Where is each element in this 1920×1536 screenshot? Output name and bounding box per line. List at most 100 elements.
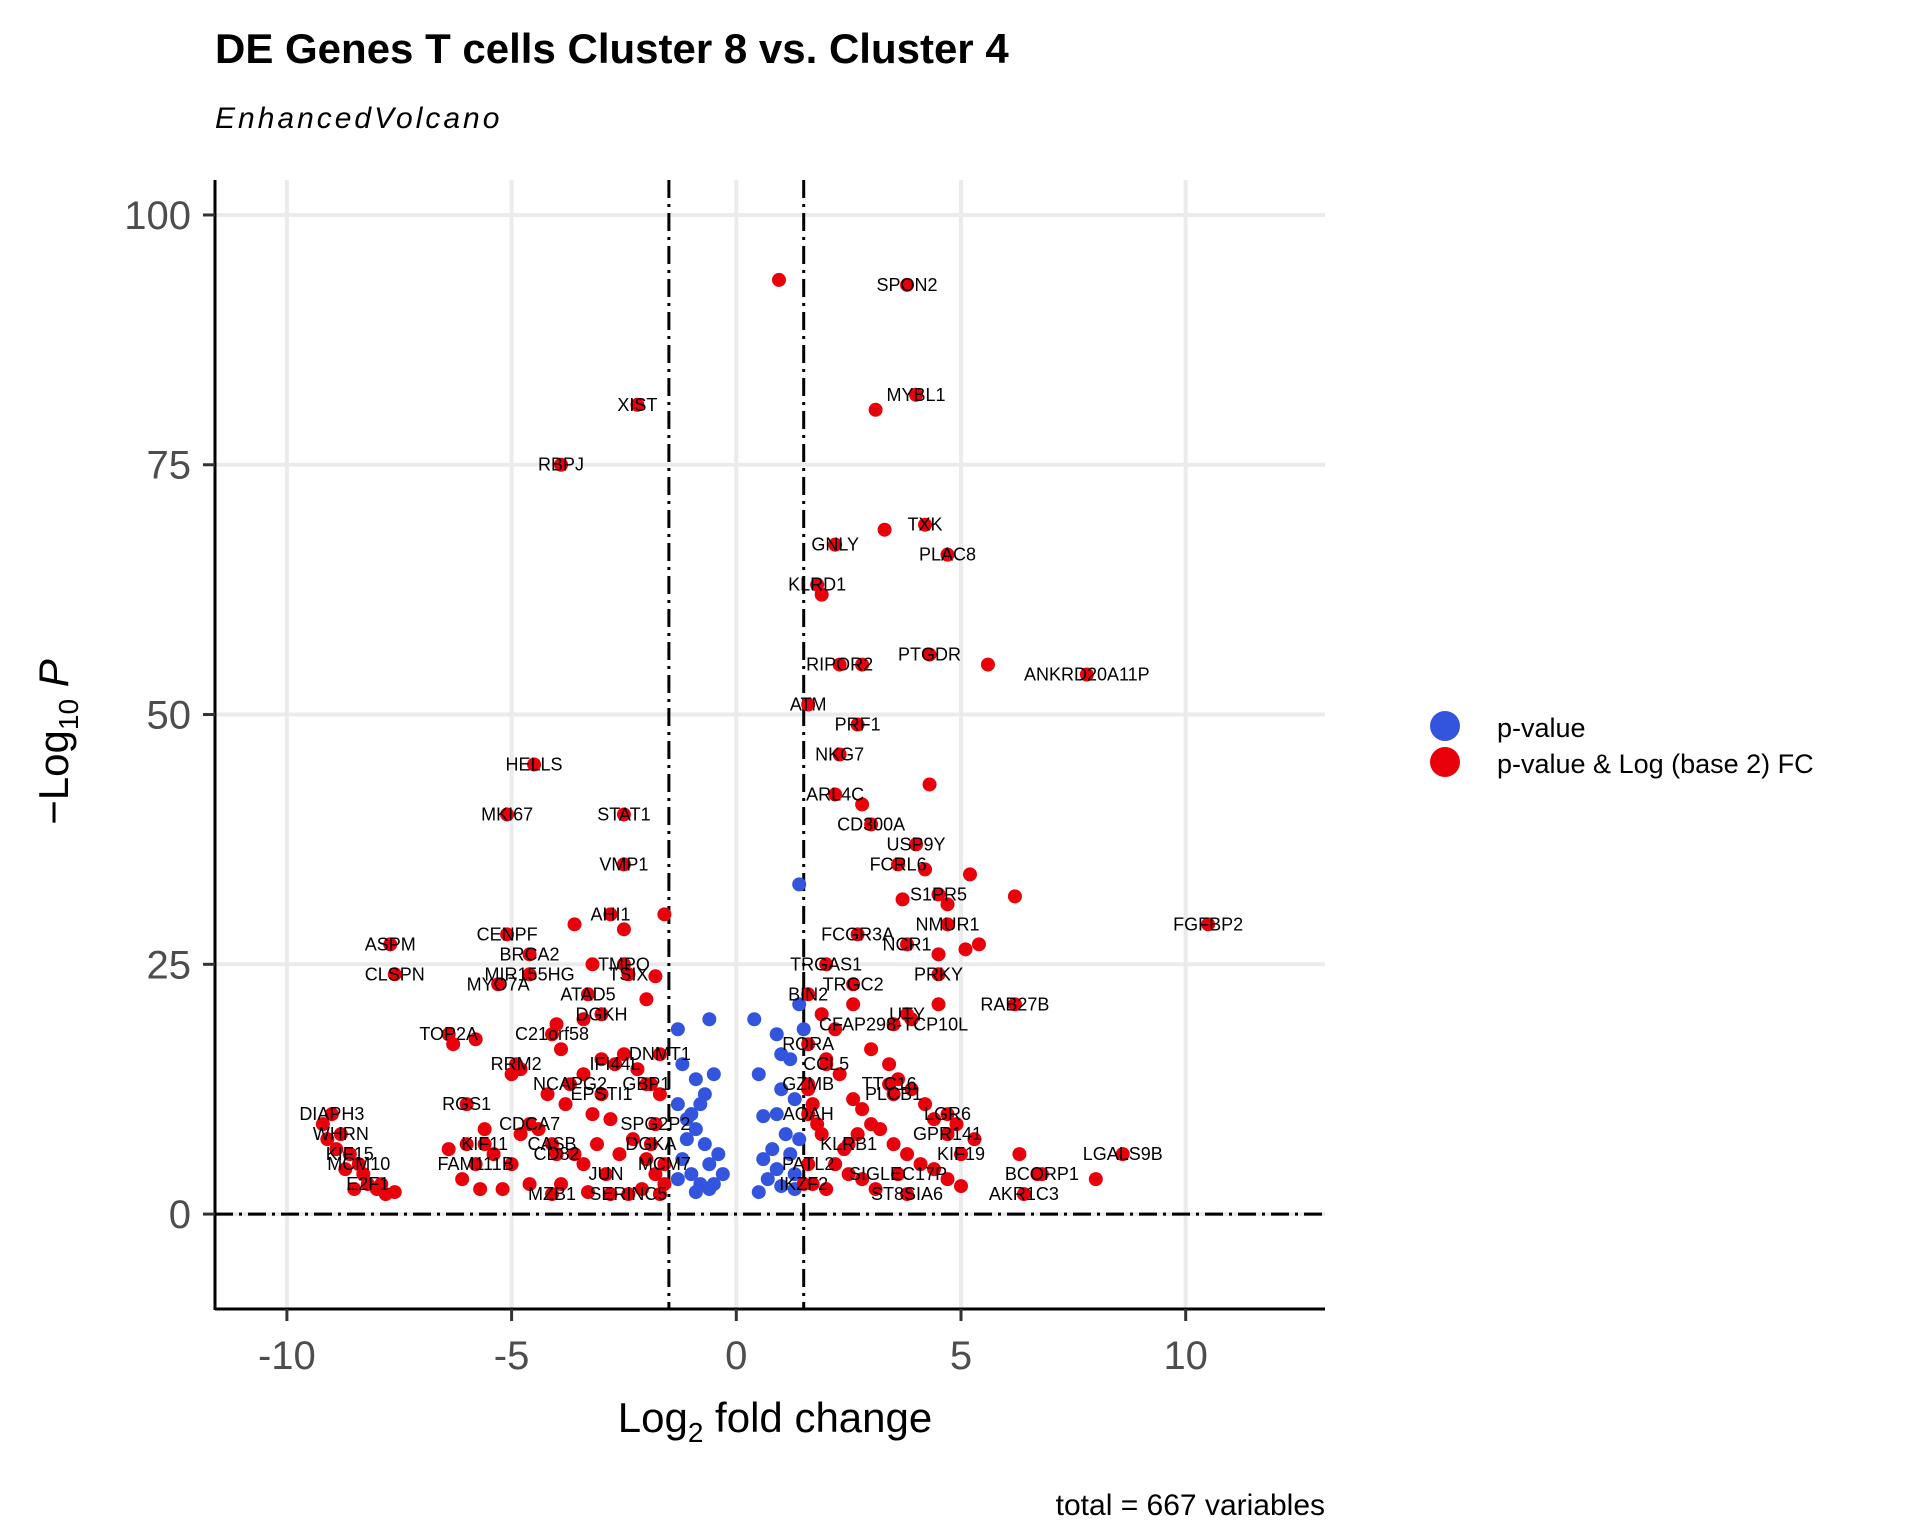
point-red-labeled xyxy=(846,977,861,992)
point-red xyxy=(657,907,672,922)
gene-label: STAT1 xyxy=(597,804,650,824)
gene-label: MIR155HG xyxy=(485,964,575,984)
point-red xyxy=(585,957,600,972)
point-red-labeled xyxy=(607,1057,622,1072)
point-blue xyxy=(697,1137,712,1152)
point-red xyxy=(315,1117,330,1132)
point-red xyxy=(576,1157,591,1172)
point-blue xyxy=(751,1185,766,1200)
gene-label: TXK xyxy=(908,515,943,535)
point-red-labeled xyxy=(621,1187,636,1202)
point-red-labeled xyxy=(796,1177,811,1192)
gene-label: SPG2P2 xyxy=(620,1114,690,1134)
y-tick-label: 75 xyxy=(147,444,192,488)
gene-label: CENPF xyxy=(477,924,538,944)
point-red-labeled xyxy=(477,1137,492,1152)
point-red xyxy=(567,917,582,932)
point-red xyxy=(1007,889,1022,904)
point-red-labeled xyxy=(940,547,955,562)
gene-label: RORA xyxy=(782,1034,834,1054)
gene-label: MCM10 xyxy=(327,1154,390,1174)
point-red-labeled xyxy=(801,1077,816,1092)
point-red-labeled xyxy=(801,1157,816,1172)
point-red-labeled xyxy=(953,1147,968,1162)
point-red xyxy=(580,1185,595,1200)
point-red xyxy=(513,1127,528,1142)
y-axis-title: −Log10 P xyxy=(30,659,84,824)
point-blue xyxy=(760,1172,775,1187)
point-red-labeled xyxy=(648,1117,663,1132)
gene-label: USP9Y xyxy=(887,834,946,854)
point-red xyxy=(603,1112,618,1127)
gene-label: KIF15 xyxy=(326,1144,374,1164)
gene-label: DNMT1 xyxy=(629,1044,691,1064)
gene-labels: SPON2 MYBL1 XIST RBPJ TXK GNLY PLAC8 KLRD1 PTGDR… xyxy=(299,275,1243,1204)
gene-label: GZMB xyxy=(782,1074,834,1094)
point-blue xyxy=(688,1122,703,1137)
gene-label: NCAPG2 xyxy=(533,1074,607,1094)
point-blue xyxy=(684,1167,699,1182)
gene-label: WHRN xyxy=(313,1124,369,1144)
point-red xyxy=(634,1182,649,1197)
point-red xyxy=(473,1182,488,1197)
point-blue xyxy=(688,1185,703,1200)
point-blue xyxy=(706,1067,721,1082)
point-red xyxy=(882,1057,897,1072)
point-red xyxy=(864,1042,879,1057)
point-red-labeled xyxy=(886,1017,901,1032)
gene-label: KLRD1 xyxy=(788,575,846,595)
point-red xyxy=(652,1087,667,1102)
gene-label: TTC16 xyxy=(862,1074,917,1094)
gene-label: CFAP298-TCP10L xyxy=(819,1014,968,1034)
point-blue xyxy=(774,1082,789,1097)
point-red xyxy=(868,1182,883,1197)
gene-label: ATM xyxy=(790,695,827,715)
point-red-labeled xyxy=(841,1137,856,1152)
point-red xyxy=(616,922,631,937)
point-blue xyxy=(769,1107,784,1122)
point-red-labeled xyxy=(387,967,402,982)
point-red-labeled xyxy=(509,1057,524,1072)
point-red-labeled xyxy=(1201,917,1216,932)
gene-label: PATL2 xyxy=(782,1154,834,1174)
gene-label: ATAD5 xyxy=(560,984,615,1004)
point-red xyxy=(648,969,663,984)
point-red xyxy=(895,892,910,907)
gene-label: FAM111B xyxy=(437,1154,513,1174)
x-tick-label: 5 xyxy=(950,1334,972,1378)
point-red xyxy=(589,1137,604,1152)
point-blue xyxy=(702,1157,717,1172)
gene-label: JUN xyxy=(588,1164,623,1184)
gene-label: CCL5 xyxy=(803,1054,849,1074)
gene-label: FCRL6 xyxy=(870,854,927,874)
gene-label: S1PR5 xyxy=(910,884,967,904)
point-red-labeled xyxy=(909,387,924,402)
gene-label: SERINC5 xyxy=(589,1184,667,1204)
point-red-labeled xyxy=(900,1187,915,1202)
point-blue xyxy=(715,1167,730,1182)
point-red xyxy=(455,1172,470,1187)
point-red xyxy=(347,1182,362,1197)
point-red-labeled xyxy=(1016,1187,1031,1202)
point-red-labeled xyxy=(554,457,569,472)
legend: p-value p-value & Log (base 2) FC xyxy=(1430,711,1814,779)
gene-label: HELLS xyxy=(506,754,563,774)
point-red xyxy=(594,1052,609,1067)
point-blue xyxy=(679,1112,694,1127)
point-red xyxy=(814,1127,829,1142)
gene-label: RBPJ xyxy=(538,455,584,475)
gene-label: GNLY xyxy=(811,535,859,555)
point-red-labeled xyxy=(383,937,398,952)
point-red-labeled xyxy=(598,1167,613,1182)
point-red-labeled xyxy=(801,1107,816,1122)
point-red xyxy=(540,1087,555,1102)
point-blue xyxy=(711,1147,726,1162)
gene-label: KIF11 xyxy=(461,1134,508,1154)
point-red xyxy=(639,992,654,1007)
point-red xyxy=(558,1097,573,1112)
point-red xyxy=(913,1157,928,1172)
gene-label: CLSPN xyxy=(365,964,425,984)
point-red xyxy=(886,1137,901,1152)
point-red-labeled xyxy=(441,1027,456,1042)
point-red xyxy=(504,1157,519,1172)
